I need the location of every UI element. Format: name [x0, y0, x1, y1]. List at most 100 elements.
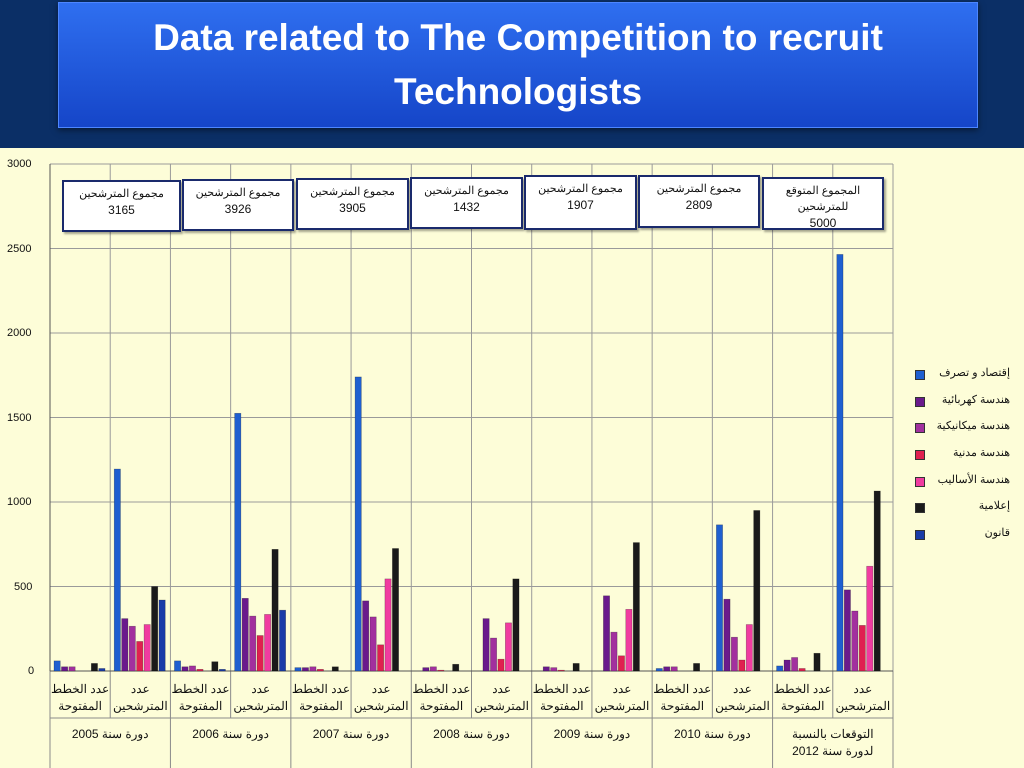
legend-item: هندسة مدنية	[912, 446, 1022, 473]
bar	[377, 644, 385, 672]
x-tick-label: عدد المترشحين	[233, 682, 289, 713]
bar	[550, 667, 558, 672]
legend-label: إعلامية	[978, 500, 1010, 513]
bar	[482, 618, 490, 672]
legend-label: هندسة كهربائية	[941, 393, 1010, 406]
legend-label: هندسة الأساليب	[937, 473, 1010, 486]
bar	[542, 666, 550, 672]
legend-label: هندسة مدنية	[952, 447, 1010, 460]
callout-label: مجموع المترشحين	[424, 185, 509, 197]
total-callout: مجموع المترشحين 1432	[410, 177, 523, 229]
legend-item: إعلامية	[912, 499, 1022, 526]
legend-swatch	[915, 423, 925, 434]
bar	[632, 542, 640, 672]
bar	[354, 376, 362, 672]
legend-label: قانون	[984, 527, 1010, 540]
bar	[813, 652, 821, 672]
total-callout: مجموع المترشحين 3905	[296, 178, 409, 230]
x-tick-label: عدد المترشحين	[715, 682, 770, 713]
x-group-label: دورة سنة 2007	[312, 727, 390, 741]
x-group-label: دورة سنة 2010	[674, 727, 751, 741]
bar	[618, 655, 625, 672]
bar	[851, 610, 859, 672]
bar	[53, 660, 61, 672]
callout-label: مجموع المترشحين	[310, 186, 395, 198]
bar	[791, 657, 799, 672]
legend-label: إقتصاد و تصرف	[939, 367, 1010, 379]
total-callout: المجموع المتوقع للمترشحين 5000	[762, 177, 884, 230]
bar	[693, 663, 700, 672]
x-tick-label: عدد المترشحين	[835, 682, 891, 713]
bar	[572, 663, 580, 672]
x-tick-label: عدد الخطط المفتوحة	[51, 682, 110, 713]
bar	[429, 666, 437, 672]
legend-swatch	[915, 476, 925, 487]
bar	[90, 663, 98, 672]
bar	[745, 624, 753, 672]
bar	[316, 669, 324, 672]
x-tick-label: عدد الخطط المفتوحة	[412, 682, 471, 713]
x-group-label: دورة سنة 2005	[71, 727, 149, 741]
bar	[128, 625, 136, 672]
callout-value: 1432	[453, 200, 480, 214]
bar	[302, 667, 309, 672]
bar	[294, 667, 302, 672]
callout-value: 3926	[224, 202, 252, 216]
y-tick-label: 2000	[7, 327, 32, 339]
x-tick-label: عدد الخطط المفتوحة	[773, 682, 832, 713]
x-tick-label: عدد الخطط المفتوحة	[653, 682, 712, 713]
x-tick-label: عدد المترشحين	[474, 682, 529, 713]
callout-value: 3905	[339, 201, 366, 215]
callout-label: المجموع المتوقع للمترشحين	[785, 185, 861, 213]
callout-value: 3165	[108, 203, 135, 217]
bar	[603, 595, 610, 672]
bar	[843, 589, 851, 672]
bar	[738, 659, 746, 672]
total-callout: مجموع المترشحين 2809	[638, 175, 760, 228]
bar	[422, 667, 430, 672]
bar	[143, 624, 151, 672]
y-tick-label: 0	[28, 665, 35, 677]
bar	[61, 666, 69, 672]
bar	[113, 468, 121, 672]
bar	[121, 618, 129, 672]
bar	[437, 669, 445, 672]
bar	[309, 666, 317, 672]
y-tick-label: 1000	[7, 496, 32, 508]
bar	[362, 600, 370, 672]
x-tick-label: عدد المترشحين	[594, 682, 650, 713]
bar	[218, 669, 226, 672]
x-tick-label: عدد المترشحين	[353, 682, 409, 713]
bar	[174, 660, 181, 672]
legend-item: هندسة الأساليب	[912, 473, 1022, 500]
bar	[610, 631, 618, 672]
x-tick-label: عدد المترشحين	[112, 682, 168, 713]
bar	[279, 609, 286, 672]
total-callout: مجموع المترشحين 3165	[62, 180, 181, 232]
x-tick-label: عدد الخطط المفتوحة	[171, 682, 230, 713]
bar	[264, 614, 272, 672]
bar	[655, 668, 663, 672]
callout-label: مجموع المترشحين	[656, 183, 742, 195]
bar	[836, 254, 844, 672]
bar	[505, 622, 512, 672]
bar	[369, 616, 377, 672]
bar	[776, 665, 784, 672]
title-bar: Data related to The Competition to recru…	[0, 0, 1024, 148]
callout-value: 1907	[567, 198, 594, 212]
bar-chart	[49, 163, 894, 768]
bar	[716, 524, 723, 672]
bar	[249, 615, 257, 672]
x-group-label: دورة سنة 2006	[192, 727, 269, 741]
callout-label: مجموع المترشحين	[538, 183, 623, 195]
bar	[557, 669, 565, 672]
legend-item: هندسة ميكانيكية	[912, 419, 1022, 446]
bar	[730, 636, 738, 672]
total-callout: مجموع المترشحين 3926	[182, 179, 294, 231]
bar	[670, 666, 678, 672]
total-callout: مجموع المترشحين 1907	[524, 175, 637, 230]
bar	[490, 637, 497, 672]
legend-item: إقتصاد و تصرف	[912, 366, 1022, 393]
bar	[392, 548, 399, 672]
bar	[452, 663, 460, 672]
